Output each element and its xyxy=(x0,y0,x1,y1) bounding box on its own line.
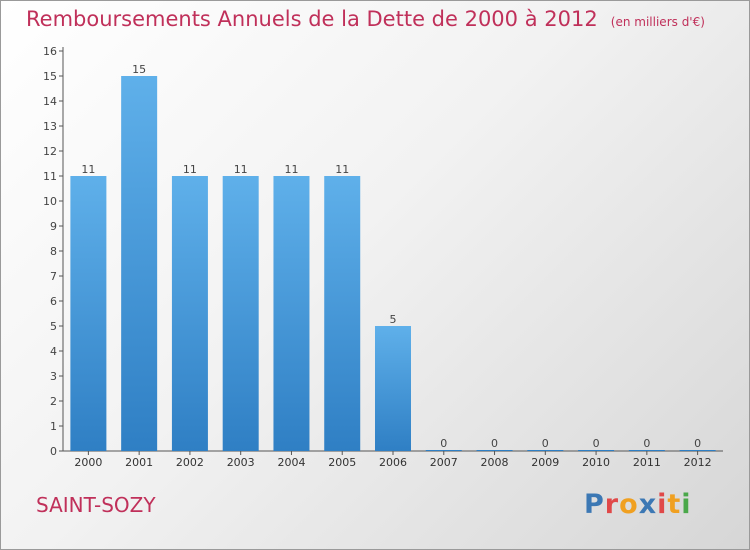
x-tick-label: 2003 xyxy=(227,456,255,469)
data-label: 11 xyxy=(335,163,349,176)
y-tick-label: 16 xyxy=(43,45,57,58)
y-tick-label: 3 xyxy=(50,370,57,383)
bar xyxy=(121,76,158,451)
bar xyxy=(375,326,411,451)
bar xyxy=(527,450,564,451)
y-tick-label: 14 xyxy=(43,95,57,108)
data-label: 15 xyxy=(132,63,146,76)
data-label: 11 xyxy=(234,163,248,176)
bar xyxy=(70,176,107,451)
y-tick-label: 4 xyxy=(50,345,57,358)
logo-letter: r xyxy=(604,489,620,520)
bar xyxy=(425,450,462,451)
data-label: 0 xyxy=(643,437,650,450)
data-label: 0 xyxy=(694,437,701,450)
x-tick-label: 2010 xyxy=(582,456,610,469)
x-tick-label: 2001 xyxy=(125,456,153,469)
y-tick-label: 6 xyxy=(50,295,57,308)
y-tick-label: 5 xyxy=(50,320,57,333)
x-tick-label: 2009 xyxy=(531,456,559,469)
bar xyxy=(273,176,310,451)
x-tick-label: 2008 xyxy=(481,456,509,469)
data-label: 5 xyxy=(390,313,397,326)
logo-letter: t xyxy=(667,489,682,520)
y-tick-label: 8 xyxy=(50,245,57,258)
logo-letter: x xyxy=(638,489,658,520)
bar xyxy=(476,450,513,451)
title-row: Remboursements Annuels de la Dette de 20… xyxy=(26,7,705,31)
logo-letter: P xyxy=(584,489,605,520)
commune-name: SAINT-SOZY xyxy=(36,493,156,517)
logo-letter: i xyxy=(657,489,668,520)
bar xyxy=(324,176,361,451)
logo-letter: o xyxy=(619,489,639,520)
data-label: 11 xyxy=(183,163,197,176)
data-label: 11 xyxy=(81,163,95,176)
bar xyxy=(628,450,665,451)
y-tick-label: 15 xyxy=(43,70,57,83)
y-tick-label: 2 xyxy=(50,395,57,408)
chart-unit: (en milliers d'€) xyxy=(610,15,705,29)
y-tick-label: 13 xyxy=(43,120,57,133)
bar xyxy=(171,176,208,451)
x-tick-label: 2000 xyxy=(74,456,102,469)
y-tick-label: 12 xyxy=(43,145,57,158)
bar xyxy=(578,450,615,451)
y-tick-label: 9 xyxy=(50,220,57,233)
data-label: 0 xyxy=(440,437,447,450)
x-tick-label: 2005 xyxy=(328,456,356,469)
bars-group: 11 15 11 11 11 11 5 0 0 0 0 0 0 xyxy=(70,63,716,451)
data-label: 0 xyxy=(542,437,549,450)
bar xyxy=(679,450,716,451)
chart-title: Remboursements Annuels de la Dette de 20… xyxy=(26,7,598,31)
y-tick-label: 7 xyxy=(50,270,57,283)
x-tick-label: 2011 xyxy=(633,456,661,469)
x-tick-label: 2006 xyxy=(379,456,407,469)
x-tick-label: 2002 xyxy=(176,456,204,469)
x-tick-label: 2004 xyxy=(277,456,305,469)
y-tick-label: 11 xyxy=(43,170,57,183)
proxiti-logo: Proxiti xyxy=(584,489,692,520)
bar xyxy=(222,176,259,451)
data-label: 0 xyxy=(593,437,600,450)
x-tick-label: 2007 xyxy=(430,456,458,469)
y-tick-label: 0 xyxy=(50,445,57,458)
data-label: 0 xyxy=(491,437,498,450)
logo-letter: i xyxy=(681,489,692,520)
x-axis: 2000 2001 2002 2003 2004 2005 2006 2007 2008 2009… xyxy=(63,450,723,469)
y-tick-label: 1 xyxy=(50,420,57,433)
x-tick-label: 2012 xyxy=(684,456,712,469)
y-tick-label: 10 xyxy=(43,195,57,208)
data-label: 11 xyxy=(284,163,298,176)
